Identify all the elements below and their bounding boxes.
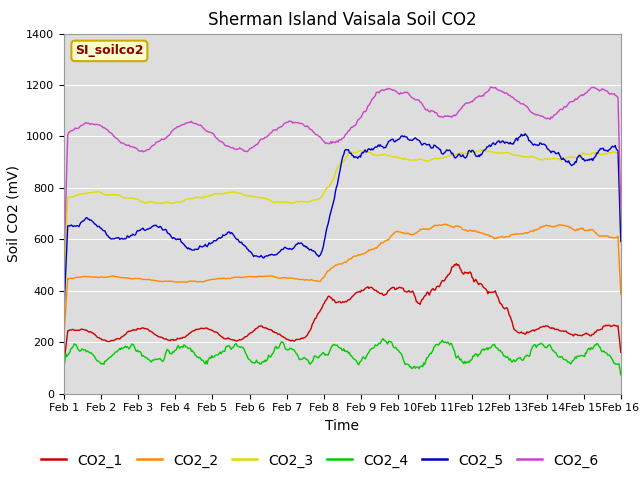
Title: Sherman Island Vaisala Soil CO2: Sherman Island Vaisala Soil CO2 — [208, 11, 477, 29]
Y-axis label: Soil CO2 (mV): Soil CO2 (mV) — [6, 165, 20, 262]
Text: SI_soilco2: SI_soilco2 — [75, 44, 143, 58]
Legend: CO2_1, CO2_2, CO2_3, CO2_4, CO2_5, CO2_6: CO2_1, CO2_2, CO2_3, CO2_4, CO2_5, CO2_6 — [36, 448, 604, 473]
X-axis label: Time: Time — [325, 419, 360, 433]
